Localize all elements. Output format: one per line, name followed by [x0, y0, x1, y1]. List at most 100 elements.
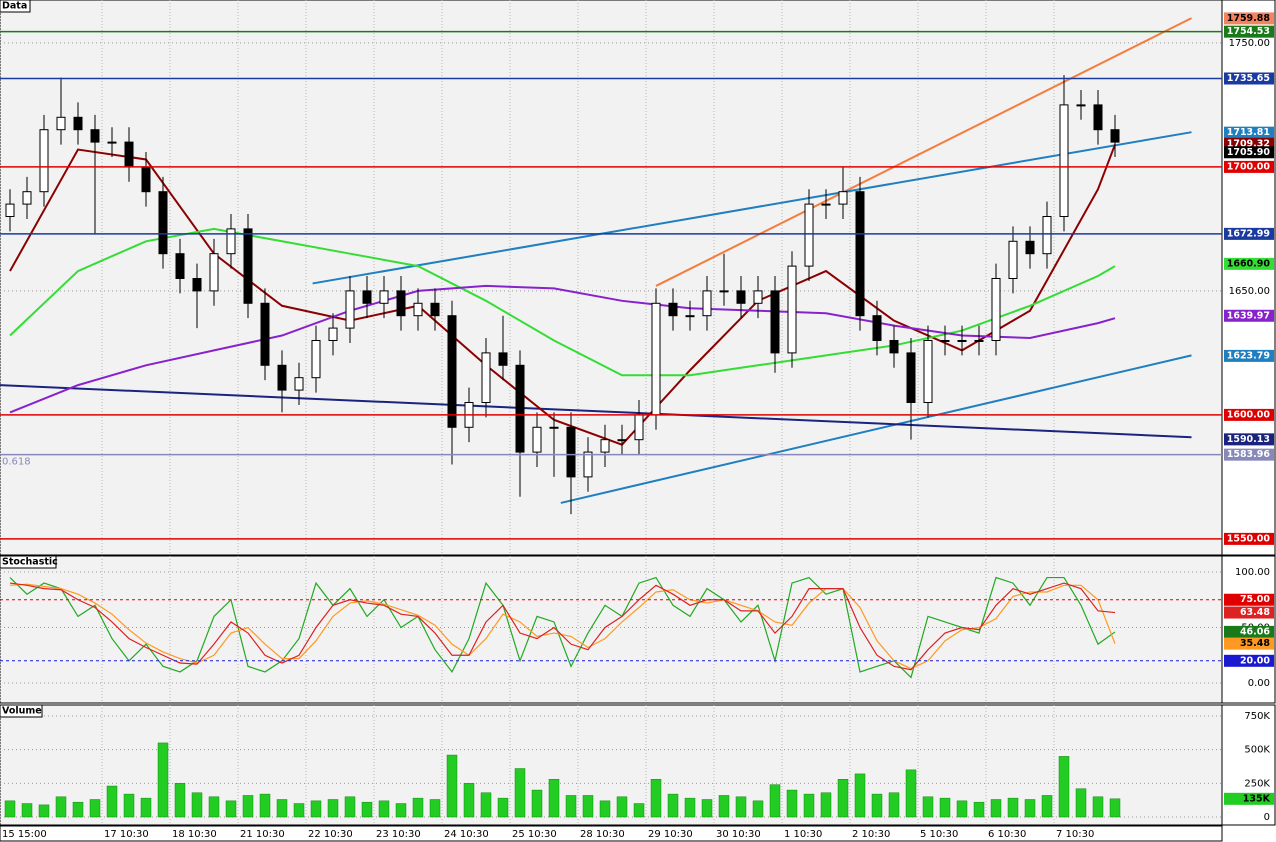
- stochastic-line: [9, 582, 1116, 671]
- candle-body: [362, 290, 372, 304]
- volume-bar: [174, 783, 186, 818]
- volume-bar: [72, 801, 84, 818]
- candle-body: [583, 451, 593, 478]
- volume-bar: [412, 797, 424, 818]
- volume-bar: [463, 783, 475, 818]
- level-marker: [1224, 227, 1274, 240]
- volume-bar: [905, 769, 917, 818]
- level-label: 46.06: [1240, 626, 1270, 637]
- candle-body: [668, 302, 678, 317]
- x-tick-label: 1 10:30: [784, 829, 822, 840]
- level-marker: [1224, 257, 1274, 270]
- candle-body: [345, 290, 355, 329]
- candle-body: [566, 426, 576, 478]
- volume-bar: [1058, 756, 1070, 818]
- level-marker: [1224, 72, 1274, 85]
- volume-bar: [378, 800, 390, 818]
- x-tick-label: 28 10:30: [580, 829, 625, 840]
- level-label: 1759.88: [1227, 13, 1271, 24]
- y-tick-label: 0: [1264, 812, 1270, 823]
- x-axis-strip: [0, 825, 1223, 842]
- x-tick-label: 30 10:30: [716, 829, 761, 840]
- level-label: 1583.96: [1227, 449, 1271, 460]
- candle-body: [753, 290, 763, 304]
- candle-body: [1008, 240, 1018, 279]
- volume-bar: [684, 797, 696, 818]
- candle-body: [1059, 104, 1069, 217]
- panel-title: Volume: [2, 706, 42, 717]
- level-marker: [1224, 309, 1274, 322]
- y-tick-label: 0.00: [1248, 678, 1270, 689]
- candle-body: [702, 290, 712, 317]
- moving-average: [9, 144, 1116, 446]
- candle-body: [311, 339, 321, 379]
- x-tick-label: 15 15:00: [2, 829, 47, 840]
- volume-bar: [344, 796, 356, 818]
- candle-body: [957, 339, 967, 342]
- volume-bar: [4, 800, 16, 818]
- volume-bar: [1092, 796, 1104, 818]
- volume-bar: [89, 799, 101, 818]
- candle-body: [855, 191, 865, 317]
- volume-bar: [1007, 797, 1019, 818]
- level-label: 1672.99: [1227, 228, 1270, 239]
- candle-body: [719, 290, 729, 293]
- level-label: 1590.13: [1227, 434, 1270, 445]
- candle-body: [821, 203, 831, 206]
- volume-bar: [871, 793, 883, 818]
- x-tick-label: 5 10:30: [920, 829, 958, 840]
- y-tick-label: 250K: [1244, 778, 1270, 789]
- volume-bar: [820, 792, 832, 818]
- volume-bar: [361, 801, 373, 818]
- level-marker: [1224, 433, 1274, 446]
- candle-body: [736, 290, 746, 304]
- candle-body: [498, 352, 508, 366]
- volume-bar: [123, 793, 135, 818]
- volume-bar: [633, 803, 645, 818]
- volume-bar: [752, 800, 764, 818]
- volume-bar: [1109, 798, 1121, 818]
- level-label: 1660.90: [1227, 258, 1271, 269]
- y-tick-label: 1750.00: [1229, 38, 1270, 49]
- candle-body: [260, 302, 270, 366]
- candle-body: [991, 277, 1001, 341]
- candle-body: [90, 129, 100, 143]
- volume-bar: [293, 803, 305, 818]
- volume-bar: [276, 799, 288, 818]
- volume-bar: [718, 795, 730, 818]
- candle-body: [1110, 129, 1120, 143]
- candle-body: [940, 339, 950, 342]
- level-label: 1550.00: [1227, 533, 1271, 544]
- candle-body: [396, 290, 406, 317]
- volume-bar: [21, 803, 33, 818]
- level-marker: [1224, 593, 1274, 606]
- x-tick-label: 22 10:30: [308, 829, 353, 840]
- x-tick-label: 23 10:30: [376, 829, 421, 840]
- volume-bar: [888, 792, 900, 818]
- candle-body: [277, 364, 287, 391]
- level-marker: [1224, 126, 1274, 139]
- volume-bar: [531, 789, 543, 818]
- volume-bar: [735, 796, 747, 818]
- trendline: [312, 131, 1192, 285]
- candle-body: [22, 191, 32, 205]
- volume-bar: [565, 795, 577, 818]
- moving-average: [9, 284, 1116, 414]
- level-marker: [1224, 792, 1274, 805]
- candle-body: [124, 141, 134, 168]
- candle-body: [770, 290, 780, 354]
- candle-body: [141, 166, 151, 193]
- candle-body: [906, 352, 916, 403]
- volume-bar: [548, 779, 560, 818]
- x-tick-label: 18 10:30: [172, 829, 217, 840]
- candle-body: [872, 315, 882, 341]
- candle-body: [5, 203, 15, 217]
- candle-body: [379, 290, 389, 304]
- volume-bar: [616, 796, 628, 818]
- level-label: 1709.32: [1227, 138, 1270, 149]
- level-marker: [1224, 12, 1274, 25]
- candle-body: [175, 253, 185, 279]
- candle-body: [430, 302, 440, 317]
- x-tick-label: 29 10:30: [648, 829, 693, 840]
